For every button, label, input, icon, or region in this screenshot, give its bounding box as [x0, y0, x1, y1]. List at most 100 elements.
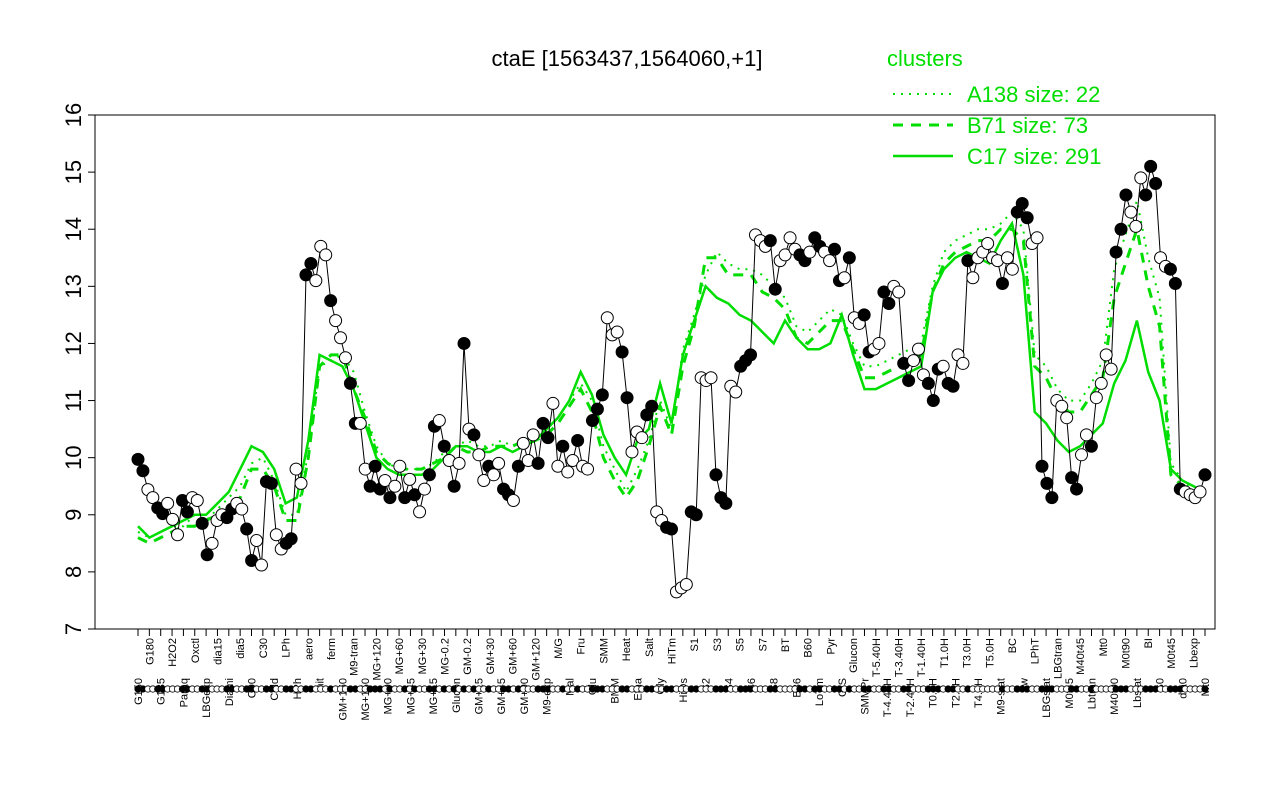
x-tick-label: LBGstat	[1041, 678, 1053, 718]
data-point	[383, 491, 397, 505]
data-point	[857, 308, 871, 322]
x-tick-label: Oxctl	[190, 638, 202, 663]
data-point	[506, 494, 520, 507]
data-point	[472, 448, 486, 462]
x-tick-label: GM-0.2	[462, 638, 474, 675]
x-tick-label: LBGtran	[1052, 638, 1064, 679]
data-point	[368, 459, 382, 473]
x-tick-label: B60	[803, 638, 815, 658]
data-point	[610, 325, 624, 339]
data-point	[877, 285, 891, 299]
data-point	[689, 508, 703, 522]
data-point	[329, 314, 343, 328]
data-point	[1060, 411, 1074, 425]
data-point	[205, 536, 219, 550]
data-point	[590, 402, 604, 416]
rug-marker	[1201, 685, 1209, 693]
data-point	[571, 434, 585, 448]
data-point	[447, 479, 461, 493]
data-point	[334, 331, 348, 345]
data-point	[921, 376, 935, 390]
x-tick-label: GM+15	[474, 678, 486, 714]
x-tick-label: BT	[780, 638, 792, 652]
data-point	[393, 459, 407, 473]
x-tick-label: Paraq	[178, 678, 190, 707]
data-point	[269, 528, 283, 542]
x-tick-label: LBGexp	[201, 678, 213, 718]
data-point	[526, 428, 540, 442]
data-point	[902, 374, 916, 388]
data-point	[1109, 245, 1123, 259]
data-point	[803, 245, 817, 259]
data-point	[1124, 205, 1138, 219]
x-tick-label: T3.0H	[962, 638, 974, 668]
data-point	[600, 311, 614, 325]
x-tick-label: aero	[303, 638, 315, 660]
x-tick-label: MG+30	[417, 638, 429, 674]
data-point	[1005, 262, 1019, 276]
x-tick-label: Diami	[224, 678, 236, 706]
data-point	[828, 242, 842, 256]
x-rug	[134, 685, 1209, 693]
y-tick-label: 11	[61, 389, 86, 412]
data-point	[719, 496, 733, 510]
data-point	[1198, 468, 1212, 482]
data-point	[284, 532, 298, 546]
data-point	[1075, 448, 1089, 462]
x-tick-label: S7	[757, 638, 769, 651]
x-axis: G150G180G135H2O2ParaqOxctlLBGexpdia15Dia…	[133, 629, 1212, 721]
data-point	[1020, 211, 1034, 225]
data-point	[709, 468, 723, 482]
x-tick-label: LPh	[281, 638, 293, 658]
data-point	[487, 468, 501, 482]
legend-entry: B71 size: 73	[967, 113, 1088, 138]
data-point	[304, 256, 318, 270]
data-point	[343, 376, 357, 390]
data-point	[1045, 491, 1059, 505]
data-point	[1040, 476, 1054, 490]
data-point	[1094, 376, 1108, 390]
legend: clusters A138 size: 22 B71 size: 73 C17 si…	[887, 46, 1102, 169]
data-point	[1114, 222, 1128, 236]
data-point	[679, 577, 693, 591]
data-point	[467, 428, 481, 442]
data-point	[882, 296, 896, 310]
data-point	[645, 399, 659, 413]
data-point	[546, 396, 560, 410]
data-point	[744, 348, 758, 362]
x-tick-label: Fru	[576, 638, 588, 655]
x-tick-label: T0.0H	[928, 678, 940, 708]
data-point	[516, 436, 530, 450]
data-point	[1079, 428, 1093, 442]
plot-frame	[94, 114, 1216, 630]
x-tick-label: S3	[712, 638, 724, 651]
data-point	[319, 248, 333, 262]
x-tick-label: MG+60	[394, 638, 406, 674]
x-tick-label: GM+30	[485, 638, 497, 674]
x-tick-label: MG+90	[383, 678, 395, 714]
data-point	[956, 356, 970, 370]
x-tick-label: HiTm	[667, 638, 679, 664]
data-point	[408, 488, 422, 502]
y-tick-label: 10	[61, 445, 86, 469]
data-point	[437, 439, 451, 453]
x-tick-label: LPhT	[1030, 638, 1042, 665]
x-tick-label: Mt0	[1098, 638, 1110, 656]
data-point	[492, 456, 506, 470]
plot-border	[94, 114, 1216, 630]
data-point	[378, 474, 392, 488]
data-point	[1144, 159, 1158, 173]
data-point	[842, 251, 856, 265]
x-tick-label: GM+150	[337, 678, 349, 721]
x-tick-label: G180	[144, 638, 156, 665]
data-point	[837, 271, 851, 285]
y-tick-label: 12	[61, 331, 86, 355]
x-tick-label: dia15	[212, 638, 224, 665]
data-point	[1163, 262, 1177, 276]
data-point	[892, 285, 906, 299]
x-tick-label: Heat	[621, 638, 633, 661]
data-point	[1134, 171, 1148, 185]
data-point	[422, 468, 436, 482]
legend-title: clusters	[887, 46, 963, 71]
data-point	[136, 464, 150, 478]
